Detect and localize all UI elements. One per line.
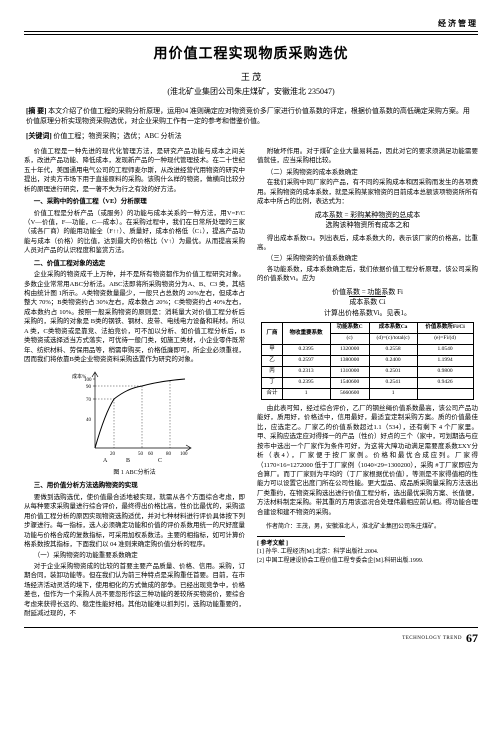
para: 要做到选购选优，使价值最合适地被实现，就需从各个方面综合考虑，即从每种要求采购量… [24, 493, 245, 550]
keywords-text: 价值工程；物资采购；选优；ABC 分析法 [53, 132, 181, 140]
table-row: 合计156606001 [262, 389, 473, 400]
table-header-row: 厂商 物收重要系数 功能系数C 成本系数Ca 价值系数所Fi/Ci [262, 323, 473, 334]
svg-text:100: 100 [180, 452, 188, 457]
svg-text:90: 90 [86, 385, 92, 390]
section-1-title: 一、采购中的价值工程（VE）分析原理 [24, 197, 245, 206]
formula-value-coef: 价值系数 = 功能系数 Fi 成本系数 Ci 计算出价格系数Vi。见表1。 [257, 287, 478, 319]
para: 价值工程是分析产品（或服务）的功能与成本关系的一种方法，用V=F/C（V—价值，… [24, 209, 245, 256]
top-rule-2 [24, 34, 478, 35]
subsection-3-1: （一）采购物资的功能重要系数确定 [24, 551, 245, 560]
section-3-title: 三、用价值分析方法选购物资的实现 [24, 481, 245, 490]
ref-item: [2] 中国工程建设协会工程价值工程专委会企[M].科研出版.1999. [257, 557, 478, 566]
table-row: 丁0.239515406000.25410.9426 [262, 378, 473, 389]
subsection-3-2: （二）采购物资的成本系数确定 [257, 168, 478, 177]
para: 各功能系数，成本系数确定后，我们依据价值工程分析原理，该公司采购的价值系数Vi。… [257, 265, 478, 284]
svg-text:60: 60 [148, 452, 154, 457]
keywords-label: [关键词] [26, 132, 52, 140]
svg-text:20: 20 [110, 452, 116, 457]
author-affiliation: (淮北矿业集团公司朱庄煤矿，安徽淮北 235047) [24, 86, 478, 97]
abstract: [摘 要] 本文介绍了价值工程的采购分析原理，运用04 准则确定应对物资竞价多厂… [24, 106, 478, 127]
svg-text:80: 80 [166, 452, 172, 457]
th-vendor: 厂商 [262, 323, 282, 345]
svg-text:C: C [158, 458, 162, 463]
refs-heading: [ 参考文献 ] [257, 540, 478, 549]
para: 企业采购的物资成千上万种，并不是所有物资都作为价值工程研究对象。多数企业常常用A… [24, 270, 245, 364]
para: 对于企业采购物资成的比较的首要主要产品质量、价格、信用。采购，订期合同，装卸功能… [24, 562, 245, 619]
section-header: 经济管理 [24, 18, 478, 31]
footer-journal: TECHNOLOGY TREND [402, 635, 462, 642]
svg-text:40: 40 [86, 418, 92, 423]
top-rule-1: 经济管理 [24, 18, 478, 32]
table-row: 甲0.239513200000.25581.0540 [262, 345, 473, 356]
svg-text:100: 100 [84, 378, 92, 383]
para: 得出成本系数Ci。列出表后，成本系数大的，表示该厂家的价格高，比重高。 [257, 234, 478, 253]
th-cost: 成本系数Ca [369, 323, 417, 334]
page-container: 经济管理 用价值工程实现物质采购选优 王 茂 (淮北矿业集团公司朱庄煤矿，安徽淮… [0, 0, 502, 659]
para: 价值工程是一种先进的现代化管理方法，是研究产品功能与成本之间关系，改进产品功能、… [24, 147, 245, 194]
abc-chart: 成本% 100 90 70 40 20 50 60 [24, 368, 245, 477]
page-number: 67 [466, 630, 478, 647]
ref-item: [1] 孙华. 工程经济[M].北京：科学出版社.2004. [257, 548, 478, 557]
author-bio: 作者简介：王茂，男，安徽淮北人，淮北矿业集团公司朱庄煤矿。 [257, 523, 478, 532]
subsection-3-3: （三）采购物资的价值系数确定 [257, 254, 478, 263]
table-row: 乙0.259713800000.24001.1994 [262, 356, 473, 367]
th-func: 功能系数C [330, 323, 369, 334]
svg-text:50: 50 [138, 452, 144, 457]
keywords: [关键词] 价值工程；物资采购；选优；ABC 分析法 [24, 131, 478, 142]
table-row: 丙0.231313100000.25010.9800 [262, 367, 473, 378]
svg-text:70: 70 [86, 398, 92, 403]
footer: TECHNOLOGY TREND 67 [24, 627, 478, 647]
article-title: 用价值工程实现物质采购选优 [24, 45, 478, 65]
para: 在我们采购中同厂家的产品，有不同的采购成本和因采购而发生的各项费用。采购物资的成… [257, 178, 478, 206]
abstract-text: 本文介绍了价值工程的采购分析原理，运用04 准则确定应对物资竞价多厂家进行价值系… [26, 107, 470, 126]
value-coefficient-table: 厂商 物收重要系数 功能系数C 成本系数Ca 价值系数所Fi/Ci (c) (d… [261, 322, 473, 400]
svg-text:A: A [103, 458, 108, 463]
th-value: 价值系数所Fi/Ci [417, 323, 473, 334]
para: 由此表可知，经过综合评价，乙厂的钢丝绳价值系数最高，该公司产品功能好，质用好，价… [257, 404, 478, 517]
svg-text:B: B [126, 458, 130, 463]
left-column: 价值工程是一种先进的现代化管理方法，是研究产品功能与成本之间关系，改进产品功能、… [24, 147, 245, 619]
right-column: 附破坏作用。对于煤矿企业大量易耗品，因此对它的要求须满足功能需要值就佳，应当采购… [257, 147, 478, 619]
author-name: 王 茂 [24, 71, 478, 84]
abstract-label: [摘 要] [26, 107, 46, 115]
para: 附破坏作用。对于煤矿企业大量易耗品，因此对它的要求须满足功能需要值就佳，应当采购… [257, 147, 478, 166]
formula-cost-coef: 成本系数 = 彩购某种物资的总成本 选购该种物资所有成本之和 [257, 210, 478, 231]
references: [ 参考文献 ] [1] 孙华. 工程经济[M].北京：科学出版社.2004. … [257, 536, 478, 566]
section-2-title: 二、价值工程对象的选定 [24, 259, 245, 268]
th-weight: 物收重要系数 [282, 323, 330, 345]
two-column-body: 价值工程是一种先进的现代化管理方法，是研究产品功能与成本之间关系，改进产品功能、… [24, 147, 478, 619]
chart-caption: 图 1 ABC分析法 [24, 469, 245, 478]
abc-chart-svg: 成本% 100 90 70 40 20 50 60 [70, 368, 200, 463]
